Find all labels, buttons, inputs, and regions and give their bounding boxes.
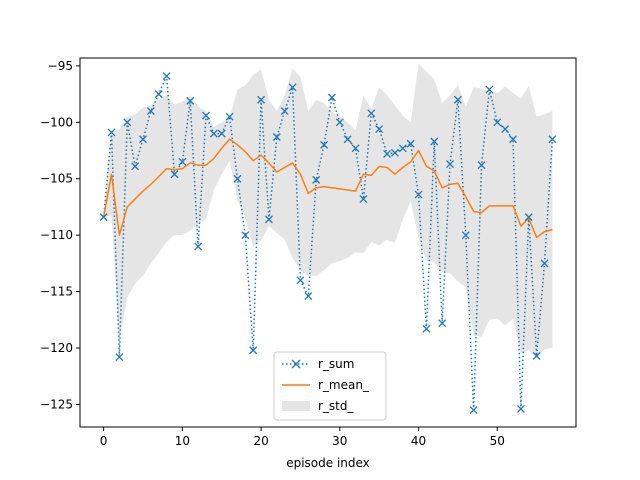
data-point	[469, 406, 478, 415]
data-point	[524, 213, 533, 222]
y-tick-label: −110	[40, 228, 73, 242]
data-point	[186, 96, 195, 105]
y-tick-label: −100	[40, 115, 73, 129]
markers-layer	[99, 72, 557, 415]
legend-r-sum-label: r_sum	[318, 357, 354, 371]
y-tick-label: −125	[40, 397, 73, 411]
legend: r_sum r_mean_ r_std_	[273, 351, 387, 421]
data-point	[139, 135, 147, 144]
x-tick-label: 50	[490, 434, 505, 448]
data-point	[406, 139, 415, 148]
data-point	[312, 175, 321, 184]
data-point	[280, 107, 289, 115]
data-point	[438, 319, 447, 328]
x-axis: 0 10 20 30 40 50	[100, 427, 505, 448]
data-point	[178, 157, 187, 166]
axes-frame	[79, 57, 577, 428]
series-line-r-mean	[102, 138, 553, 239]
data-point	[359, 195, 368, 204]
data-point	[99, 213, 108, 222]
data-point	[548, 135, 557, 144]
data-point	[351, 144, 360, 153]
legend-r-std-patch	[282, 401, 310, 411]
data-point	[194, 242, 203, 251]
data-point	[516, 404, 525, 413]
lines-layer	[102, 75, 554, 411]
data-point	[327, 93, 336, 102]
data-point	[202, 111, 210, 120]
data-point	[217, 129, 226, 138]
band-r-std	[103, 63, 553, 359]
x-tick-label: 40	[411, 434, 426, 448]
data-point	[288, 83, 297, 92]
data-point	[296, 276, 305, 285]
data-point	[241, 231, 250, 240]
data-point	[430, 137, 439, 146]
data-point	[115, 353, 124, 361]
data-point	[131, 162, 140, 171]
data-point	[501, 125, 510, 134]
data-point	[304, 292, 313, 301]
data-point	[493, 118, 502, 127]
data-point	[532, 351, 541, 360]
data-point	[225, 112, 234, 121]
data-point	[398, 144, 407, 153]
y-tick-label: −95	[48, 59, 73, 73]
y-tick-label: −120	[40, 341, 73, 355]
data-point	[446, 160, 454, 169]
data-point	[477, 161, 486, 170]
data-point	[233, 174, 242, 183]
data-point	[461, 231, 470, 240]
x-tick-label: 0	[100, 434, 108, 448]
data-point	[272, 133, 281, 141]
x-tick-label: 10	[175, 434, 190, 448]
data-point	[509, 135, 517, 144]
bands-layer	[103, 63, 553, 359]
data-point	[154, 90, 163, 99]
x-tick-label: 20	[253, 434, 268, 448]
data-point	[414, 190, 423, 199]
legend-r-std-label: r_std_	[318, 399, 355, 413]
data-point	[209, 129, 218, 138]
data-point	[540, 259, 549, 268]
y-tick-label: −105	[40, 172, 73, 186]
x-tick-label: 30	[332, 434, 347, 448]
legend-r-sum-marker	[291, 359, 301, 369]
data-point	[343, 135, 352, 144]
data-point	[170, 170, 179, 179]
data-point	[383, 149, 392, 158]
data-point	[367, 109, 376, 118]
data-point	[249, 346, 258, 355]
y-tick-label: −115	[40, 285, 73, 299]
data-point	[375, 125, 384, 134]
data-point	[320, 140, 329, 149]
data-point	[123, 118, 132, 127]
data-point	[422, 324, 431, 333]
data-point	[264, 215, 273, 224]
x-axis-label: episode index	[286, 456, 370, 470]
data-point	[390, 148, 399, 157]
data-point	[485, 85, 494, 94]
data-point	[146, 107, 155, 115]
data-point	[335, 118, 344, 127]
plot-area	[99, 63, 557, 415]
data-point	[257, 95, 266, 104]
data-point	[453, 95, 462, 104]
y-axis: −95 −100 −105 −110 −115 −120 −125	[40, 59, 80, 411]
legend-r-mean-label: r_mean_	[318, 378, 370, 392]
data-point	[107, 128, 116, 137]
data-point	[162, 72, 171, 81]
